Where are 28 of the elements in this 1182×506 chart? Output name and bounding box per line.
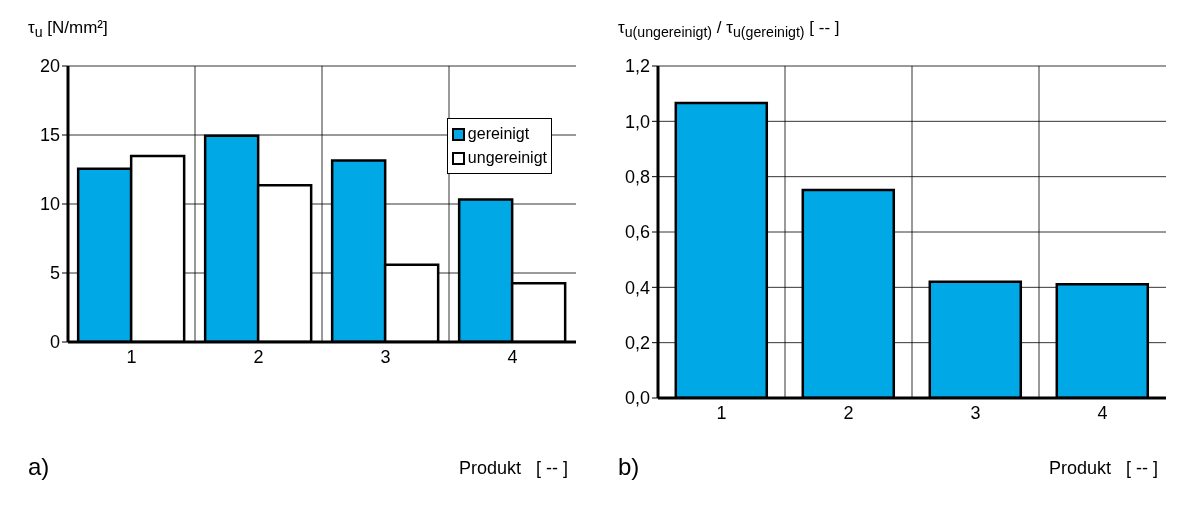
y-tick-label: 0,8 [624,167,650,188]
x-tick-label: 3 [970,402,981,423]
x-tick-label: 1 [716,402,727,423]
legend-label: gereinigt [467,124,530,144]
y-tick-label: 0,4 [624,277,650,298]
y-tick-label: 5 [49,263,60,284]
x-tick-label: 1 [126,346,137,367]
text: a) [28,453,50,481]
x-axis-title: Produkt [ -- ] [458,458,568,479]
y-tick-label: 1,2 [624,56,650,77]
y-tick-label: 1,0 [624,111,650,132]
x-tick-label: 2 [843,402,854,423]
y-tick-label: 20 [39,56,60,77]
x-tick-label: 4 [507,346,518,367]
x-axis-title: Produkt [ -- ] [1048,458,1158,479]
y-axis-title: τ$_{u}$ [N/mm²] [28,18,108,41]
y-tick-label: 0 [49,332,60,353]
x-tick-label: 2 [253,346,264,367]
x-tick-label: 3 [380,346,391,367]
y-tick-label: 10 [39,194,60,215]
y-tick-label: 15 [39,125,60,146]
text: b) [618,453,640,481]
x-tick-label: 4 [1097,402,1108,423]
legend-label: ungereinigt [467,148,547,168]
y-tick-label: 0,6 [624,222,650,243]
y-tick-label: 0,2 [624,333,650,354]
y-axis-title: τ$_{u(ungereinigt)}$ / τ$_{u(gereinigt)}$ [ -- ] [618,18,840,41]
y-tick-label: 0,0 [624,388,650,409]
